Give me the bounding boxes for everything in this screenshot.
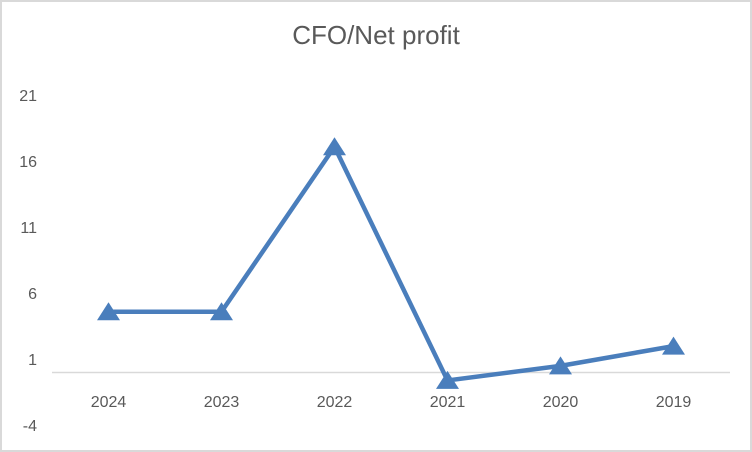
y-axis-tick-label: -4 [23,418,37,435]
series-line [106,144,676,383]
data-point-marker-2019 [662,336,685,355]
x-axis-tick-label: 2021 [430,394,466,411]
data-point-marker-2023 [210,302,233,321]
x-axis-tick-label: 2022 [317,394,353,411]
data-point-marker-2024 [97,302,120,321]
y-axis-tick-label: 1 [28,352,37,369]
y-axis-tick-label: 6 [28,286,37,303]
x-axis-tick-label: 2023 [204,394,240,411]
data-point-marker-2022 [323,137,346,156]
y-axis-tick-label: 11 [20,220,37,237]
x-axis-tick-label: 2020 [543,394,579,411]
data-point-marker-2020 [549,356,572,375]
x-axis-tick-label: 2019 [656,394,692,411]
x-axis-tick-label: 2024 [91,394,127,411]
data-point-marker-2021 [436,370,459,389]
y-axis-tick-label: 16 [19,154,37,171]
y-axis-tick-label: 21 [19,88,37,105]
chart-title: CFO/Net profit [292,20,460,50]
